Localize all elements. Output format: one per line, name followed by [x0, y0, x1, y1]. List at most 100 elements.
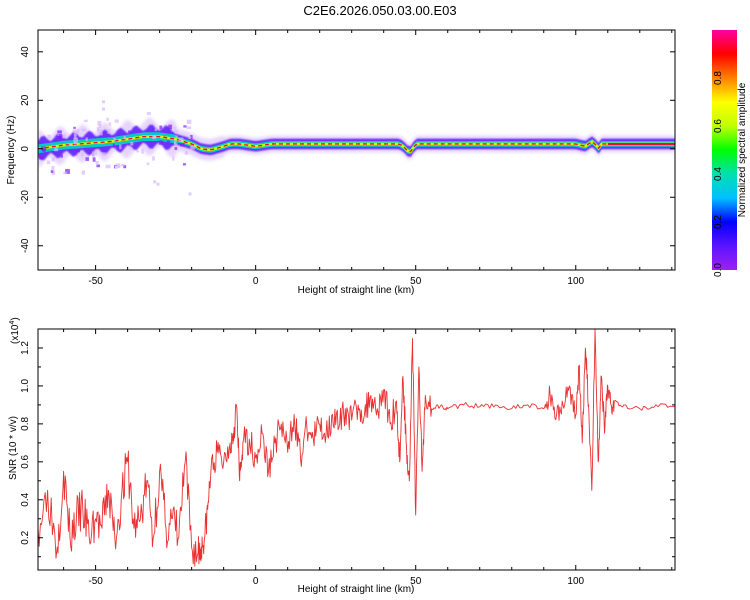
- spectrogram-speckle: [117, 165, 121, 169]
- spectrogram-y-label: Frequency (Hz): [6, 116, 17, 185]
- spectrogram-speckle: [173, 140, 177, 145]
- colorbar-label: Normalized spectral amplitude: [737, 82, 748, 217]
- spectrogram-speckle: [174, 143, 178, 148]
- spectrogram-speckle: [153, 180, 157, 184]
- spectrogram-y-tick-label: -20: [20, 190, 31, 205]
- snr-x-tick-label: -50: [88, 576, 103, 587]
- spectrogram-speckle: [184, 151, 189, 155]
- spectrogram-speckle: [54, 151, 57, 155]
- snr-x-tick-label: 100: [567, 576, 584, 587]
- snr-y-tick-label: 1.0: [20, 379, 31, 393]
- spectrogram-speckle: [128, 147, 133, 150]
- spectrogram-speckle: [65, 169, 70, 174]
- spectrogram-speckle: [182, 163, 186, 166]
- spectrogram-speckle: [101, 152, 106, 156]
- spectrogram-y-tick-label: 0: [20, 146, 31, 152]
- spectrogram-speckle: [173, 126, 176, 131]
- spectrogram-speckle: [188, 136, 192, 140]
- spectrogram-speckle: [183, 125, 187, 128]
- spectrogram-x-label: Height of straight line (km): [298, 285, 415, 296]
- figure-title: C2E6.2026.050.03.00.E03: [303, 3, 456, 18]
- spectrogram-speckle: [119, 144, 122, 150]
- spectrogram-speckle: [96, 127, 100, 132]
- snr-y-scale-exponent: 4: [9, 321, 16, 325]
- spectrogram-y-tick-label: 40: [20, 46, 31, 58]
- spectrogram-speckle: [83, 119, 88, 123]
- spectrogram-speckle: [190, 145, 195, 150]
- spectrogram-speckle: [128, 130, 132, 133]
- spectrogram-speckle: [73, 126, 76, 129]
- spectrogram-frame: [37, 29, 676, 271]
- spectrogram-speckle: [141, 148, 144, 154]
- spectrogram-speckle: [168, 124, 173, 130]
- spectrogram-speckle: [174, 129, 178, 135]
- spectrogram-speckle: [92, 151, 97, 156]
- spectrogram-speckle: [97, 120, 102, 126]
- spectrogram-speckle: [115, 163, 121, 168]
- spectrogram-speckle: [51, 166, 55, 171]
- snr-y-tick-label: 0.2: [20, 530, 31, 544]
- spectrogram-speckle: [180, 143, 185, 147]
- spectrogram-speckle: [58, 133, 63, 139]
- spectrogram-speckle: [113, 138, 116, 141]
- colorbar-tick-label: 0.4: [713, 167, 724, 181]
- spectrogram-speckle: [123, 136, 126, 140]
- spectrogram-speckle: [95, 160, 99, 164]
- spectrogram-speckle: [114, 119, 119, 123]
- colorbar-gradient: [712, 30, 737, 270]
- spectrogram-speckle: [178, 137, 184, 142]
- spectrogram-speckle: [51, 157, 55, 162]
- snr-x-tick-label: 0: [253, 576, 259, 587]
- spectrogram-speckle: [154, 128, 158, 132]
- spectrogram-speckle: [98, 132, 103, 136]
- spectrogram-speckle: [63, 171, 68, 175]
- spectrogram-speckle: [159, 125, 163, 130]
- spectrogram-speckle: [73, 137, 78, 143]
- spectrogram-x-tick-label: 50: [410, 276, 422, 287]
- colorbar-tick-label: 0.8: [713, 71, 724, 85]
- spectrogram-y-tick-label: -40: [20, 238, 31, 253]
- snr-y-tick-label: 0.6: [20, 454, 31, 468]
- colorbar-tick-label: 0.0: [713, 263, 724, 277]
- spectrogram-speckle: [73, 131, 77, 137]
- spectrogram-speckle: [188, 192, 192, 196]
- spectrogram-speckle: [102, 100, 106, 104]
- spectrogram-speckle: [47, 134, 51, 139]
- snr-y-scale-prefix: (x10: [10, 324, 21, 344]
- spectrogram-heatmap: [38, 100, 675, 196]
- snr-y-tick-label: 0.8: [20, 416, 31, 430]
- spectrogram-speckle: [53, 149, 59, 152]
- spectrogram-speckle: [80, 152, 84, 157]
- spectrogram-speckle: [105, 164, 111, 169]
- spectrogram-speckle: [114, 165, 118, 169]
- spectrogram-speckle: [61, 134, 66, 139]
- spectrogram-speckle: [102, 107, 106, 111]
- spectrogram-speckle: [172, 156, 175, 161]
- spectrogram-speckle: [107, 129, 111, 134]
- spectrogram-speckle: [85, 137, 88, 142]
- spectrogram-speckle: [72, 129, 77, 133]
- spectrogram-speckle: [152, 156, 155, 161]
- spectrogram-y-tick-label: 20: [20, 94, 31, 106]
- spectrogram-speckle: [156, 182, 160, 186]
- snr-panel: -50 0 50 100 0.2 0.4 0.6 0.8 1.0 1.2 Height of s…: [8, 317, 676, 595]
- spectrogram-speckle: [42, 148, 46, 152]
- spectrogram-speckle: [96, 164, 100, 168]
- spectrogram-speckle: [85, 157, 90, 161]
- spectrogram-speckle: [81, 170, 85, 175]
- spectrogram-speckle: [54, 147, 58, 150]
- snr-y-scale-close: ): [10, 317, 21, 320]
- spectrogram-speckle: [46, 160, 51, 165]
- spectrogram-speckle: [98, 129, 103, 133]
- spectrogram-speckle: [112, 143, 115, 148]
- spectrogram-speckle: [74, 135, 77, 139]
- snr-frame: [37, 328, 676, 571]
- spectrogram-speckle: [60, 154, 63, 158]
- spectrogram-speckle: [106, 117, 109, 121]
- snr-series-line: [38, 329, 675, 567]
- spectrogram-speckle: [39, 156, 43, 160]
- spectrogram-speckle: [98, 124, 102, 128]
- spectrogram-speckle: [152, 135, 156, 140]
- spectrogram-speckle: [76, 149, 81, 153]
